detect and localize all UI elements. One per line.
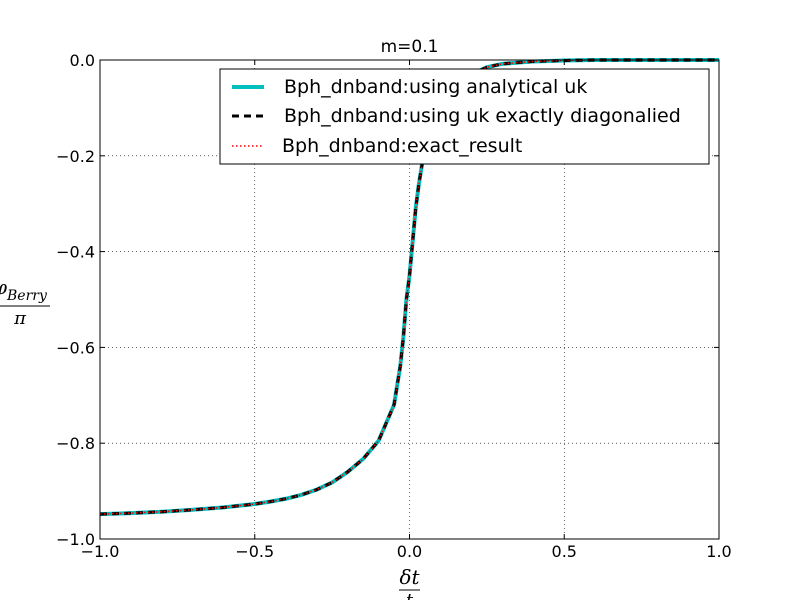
y-tick-label: −0.2 — [56, 147, 95, 166]
x-axis-label: δt t — [399, 565, 421, 600]
y-tick-label: −0.8 — [56, 434, 95, 453]
legend-box — [219, 68, 710, 165]
x-tick-label: −1.0 — [81, 542, 120, 561]
x-tick-label: −0.5 — [235, 542, 274, 561]
chart-title: m=0.1 — [381, 37, 439, 57]
y-axis-label: φBerry π — [0, 275, 50, 329]
y-tick-label: −0.4 — [56, 243, 95, 262]
series-line-2 — [99, 59, 719, 515]
legend-label-exact: Bph_dnband:exact_result — [282, 135, 522, 157]
y-axis-label-numerator: φBerry — [0, 275, 48, 304]
y-axis-label-subscript: Berry — [6, 288, 48, 304]
x-tick-label: 0.0 — [397, 542, 422, 561]
x-axis-label-denominator: t — [406, 590, 414, 600]
y-tick-label: −1.0 — [56, 530, 95, 549]
y-axis-label-symbol: φ — [0, 275, 7, 299]
legend-label-analytical: Bph_dnband:using analytical uk — [284, 76, 587, 98]
legend: Bph_dnband:using analytical uk Bph_dnban… — [219, 68, 710, 165]
x-tick-label: 0.5 — [552, 542, 577, 561]
x-axis-label-numerator: δt — [399, 565, 420, 589]
y-tick-label: 0.0 — [70, 51, 95, 70]
legend-label-diagonalized: Bph_dnband:using uk exactly diagonalied — [284, 105, 681, 127]
series-layer — [99, 58, 719, 517]
y-tick-label: −0.6 — [56, 338, 95, 357]
y-axis-label-denominator: π — [13, 308, 27, 329]
x-tick-label: 1.0 — [706, 542, 731, 561]
ticks: −1.0 −0.5 0.0 0.5 1.0 0.0 −0.2 −0.4 −0.6 −0.8 −1.0 — [56, 51, 732, 561]
